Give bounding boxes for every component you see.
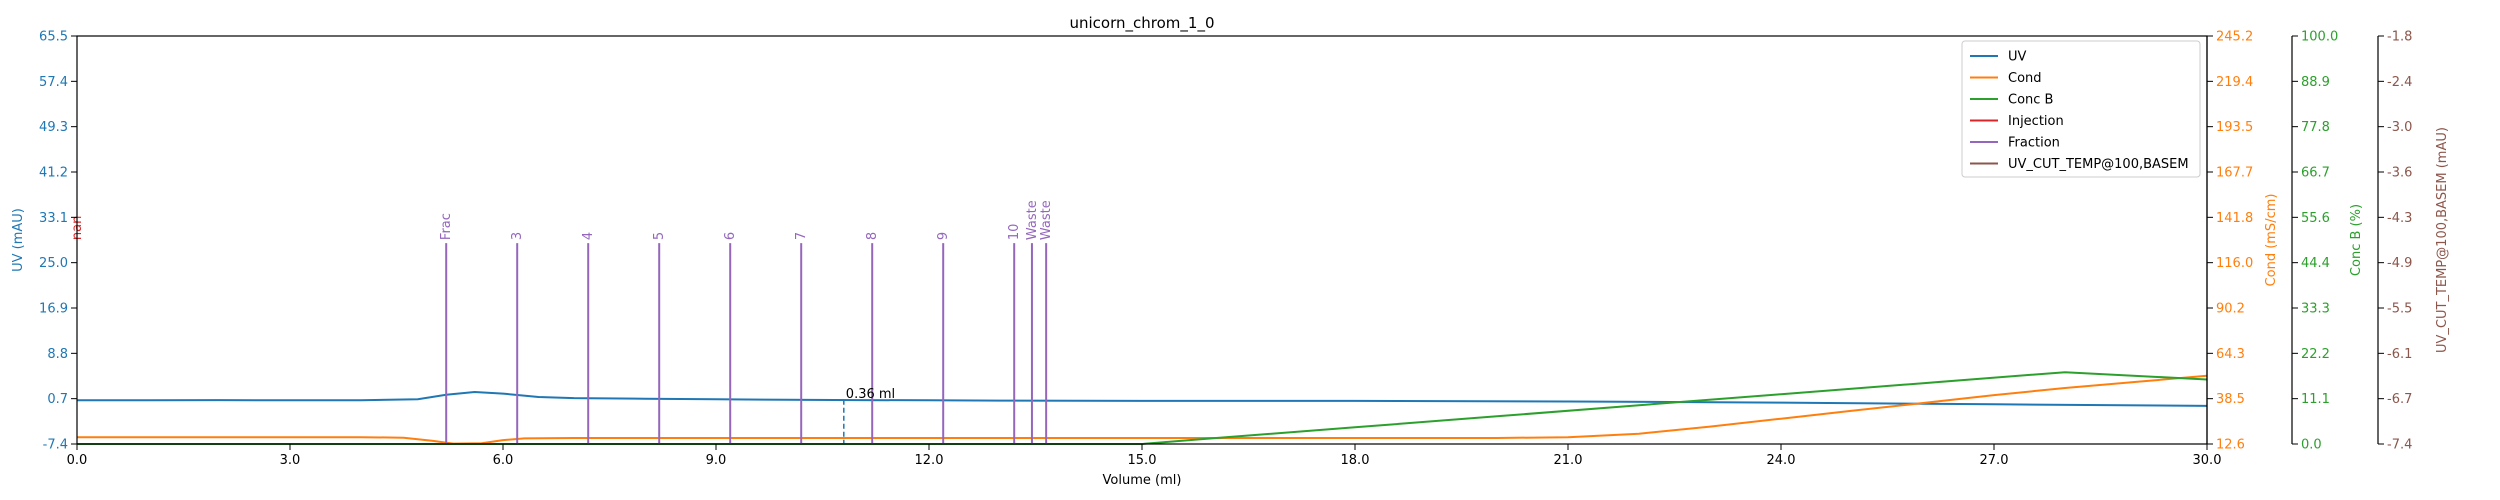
y-tick-label-temp-3: -5.5 (2387, 302, 2412, 317)
y-tick-label-uv-6: 41.2 (39, 166, 68, 181)
chart-title: unicorn_chrom_1_0 (1070, 14, 1215, 33)
y-tick-label-uv-1: 0.7 (47, 392, 68, 407)
y-axis-label-cond: Cond (mS/cm) (2264, 194, 2279, 287)
series-line-0 (77, 390, 2208, 407)
y-tick-label-cond-0: 12.6 (2216, 438, 2245, 453)
x-tick-label-4: 12.0 (915, 453, 944, 468)
y-axis-label-concb: Conc B (%) (2349, 204, 2364, 276)
y-tick-label-uv-5: 33.1 (39, 211, 68, 226)
y-tick-label-temp-4: -4.9 (2387, 256, 2412, 271)
fraction-label-5: 7 (794, 232, 809, 240)
y-tick-label-concb-0: 0.0 (2301, 438, 2322, 453)
y-tick-label-concb-2: 22.2 (2301, 347, 2330, 362)
x-tick-label-6: 18.0 (1341, 453, 1370, 468)
y-tick-label-cond-6: 167.7 (2216, 166, 2253, 181)
y-tick-label-cond-3: 90.2 (2216, 302, 2245, 317)
y-tick-label-concb-6: 66.7 (2301, 166, 2330, 181)
series-line-1 (77, 374, 2208, 445)
fraction-label-7: 9 (936, 232, 951, 240)
x-tick-label-2: 6.0 (493, 453, 514, 468)
y-tick-label-temp-1: -6.7 (2387, 392, 2412, 407)
y-tick-label-uv-8: 57.4 (39, 75, 68, 90)
y-tick-label-concb-8: 88.9 (2301, 75, 2330, 90)
y-tick-label-temp-5: -4.3 (2387, 211, 2412, 226)
x-tick-label-3: 9.0 (706, 453, 727, 468)
y-tick-label-uv-2: 8.8 (47, 347, 68, 362)
legend-label-4: Fraction (2008, 136, 2060, 151)
y-tick-label-cond-8: 219.4 (2216, 75, 2253, 90)
y-tick-label-concb-9: 100.0 (2301, 30, 2338, 45)
x-axis: 0.0 3.0 6.0 9.0 12.0 15.0 18.0 21.0 24.0 27.0 30.0 (67, 444, 2222, 468)
fraction-label-3: 5 (652, 232, 667, 240)
y-tick-label-concb-3: 33.3 (2301, 302, 2330, 317)
fraction-label-1: 3 (510, 232, 525, 240)
fraction-label-9: Waste (1025, 200, 1040, 240)
y-tick-label-cond-7: 193.5 (2216, 120, 2253, 135)
annotation-label: 0.36 ml (846, 387, 895, 402)
x-tick-label-5: 15.0 (1128, 453, 1157, 468)
x-axis-label: Volume (ml) (1103, 473, 1182, 488)
y-tick-label-temp-7: -3.0 (2387, 120, 2412, 135)
x-tick-label-7: 21.0 (1554, 453, 1583, 468)
y-tick-label-temp-2: -6.1 (2387, 347, 2412, 362)
y-tick-label-cond-1: 38.5 (2216, 392, 2245, 407)
legend-label-1: Cond (2008, 71, 2042, 86)
y-tick-label-uv-0: -7.4 (43, 438, 68, 453)
fraction-label-2: 4 (581, 232, 596, 240)
y-tick-label-temp-0: -7.4 (2387, 438, 2412, 453)
y-tick-label-cond-4: 116.0 (2216, 256, 2253, 271)
y-tick-label-temp-8: -2.4 (2387, 75, 2412, 90)
fraction-label-6: 8 (865, 232, 880, 240)
x-tick-label-8: 24.0 (1767, 453, 1796, 468)
y-tick-label-uv-7: 49.3 (39, 120, 68, 135)
y-tick-label-uv-9: 65.5 (39, 30, 68, 45)
y-tick-label-concb-7: 77.8 (2301, 120, 2330, 135)
x-tick-label-0: 0.0 (67, 453, 88, 468)
x-tick-label-10: 30.0 (2193, 453, 2222, 468)
fraction-label-8: 10 (1007, 224, 1022, 241)
legend-label-2: Conc B (2008, 93, 2053, 108)
y-tick-label-cond-9: 245.2 (2216, 30, 2253, 45)
y-tick-label-concb-4: 44.4 (2301, 256, 2330, 271)
y-tick-label-concb-1: 11.1 (2301, 392, 2330, 407)
y-axis-label-uv: UV (mAU) (11, 208, 26, 272)
x-tick-label-1: 3.0 (280, 453, 301, 468)
plot-frame (76, 35, 2208, 445)
y-tick-label-concb-5: 55.6 (2301, 211, 2330, 226)
y-tick-label-uv-3: 16.9 (39, 302, 68, 317)
y-tick-label-cond-2: 64.3 (2216, 347, 2245, 362)
y-tick-label-temp-6: -3.6 (2387, 166, 2412, 181)
legend: UV Cond Conc B Injection Fraction UV_CUT_TEMP… (1961, 40, 2201, 178)
y-tick-label-uv-4: 25.0 (39, 256, 68, 271)
x-tick-label-9: 27.0 (1980, 453, 2009, 468)
legend-label-0: UV (2008, 50, 2027, 65)
legend-label-5: UV_CUT_TEMP@100,BASEM (2008, 157, 2189, 172)
fraction-label-10: Waste (1039, 200, 1054, 240)
y-tick-label-temp-9: -1.8 (2387, 30, 2412, 45)
legend-frame (1961, 40, 2201, 178)
y-tick-label-cond-5: 141.8 (2216, 211, 2253, 226)
y-axes: -7.4 0.7 8.8 16.9 25.0 33.1 41.2 49.3 57.4 65.5 UV… (11, 30, 2450, 453)
legend-label-3: Injection (2008, 114, 2064, 129)
fraction-label-0: Frac (439, 213, 454, 240)
y-axis-label-temp: UV_CUT_TEMP@100,BASEM (mAU) (2435, 127, 2450, 353)
series-line-2 (77, 371, 2208, 445)
fraction-label-4: 6 (723, 232, 738, 240)
